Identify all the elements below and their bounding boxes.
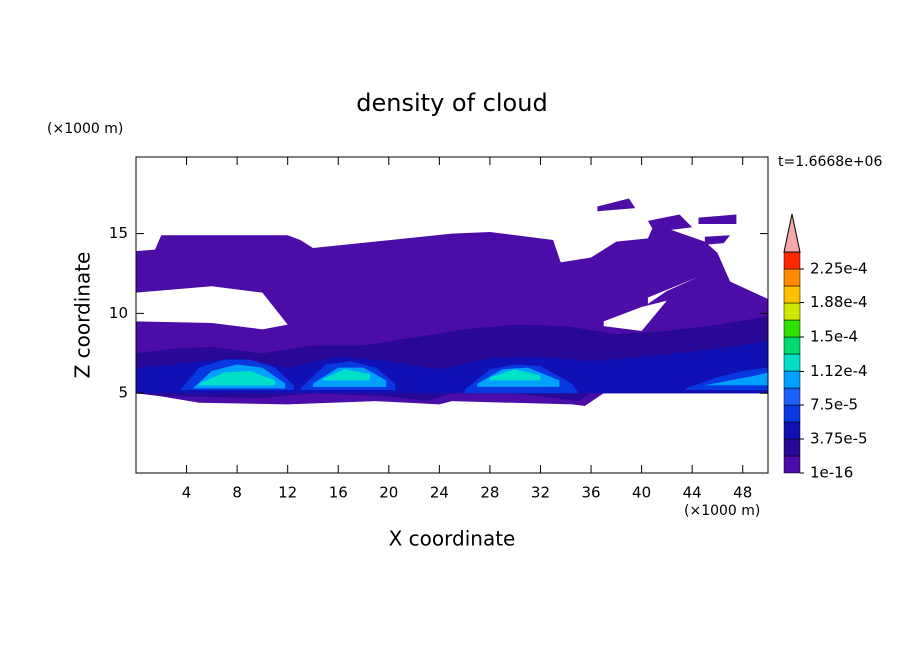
- colorbar-box: [783, 285, 801, 304]
- colorbar-extend: [783, 213, 801, 253]
- x-tick-label: 24: [430, 484, 449, 502]
- y-unit: (×1000 m): [47, 121, 123, 137]
- contour-region: [647, 214, 693, 233]
- plot-frame: [135, 156, 769, 474]
- colorbar-label: 1.5e-4: [810, 328, 858, 346]
- colorbar-box: [783, 404, 801, 423]
- colorbar-label: 1e-16: [810, 464, 853, 482]
- x-unit: (×1000 m): [684, 503, 760, 519]
- colorbar-label: 3.75e-5: [810, 430, 868, 448]
- x-tick-label: 12: [278, 484, 297, 502]
- colorbar-box: [783, 421, 801, 440]
- contour-fill: [136, 198, 768, 406]
- x-tick-label: 32: [531, 484, 550, 502]
- colorbar-label: 1.88e-4: [810, 293, 868, 311]
- y-axis-title: Z coordinate: [71, 252, 95, 379]
- colorbar-box: [783, 302, 801, 321]
- colorbar-box: [783, 455, 801, 474]
- x-tick-label: 28: [480, 484, 499, 502]
- contour-region: [199, 370, 276, 386]
- x-tick-label: 40: [632, 484, 651, 502]
- colorbar-label: 2.25e-4: [810, 260, 868, 278]
- x-tick-label: 20: [379, 484, 398, 502]
- contour-region: [323, 369, 370, 381]
- x-tick-label: 36: [581, 484, 600, 502]
- y-tick-label: 5: [118, 384, 128, 402]
- colorbar-label: 7.5e-5: [810, 396, 858, 414]
- contour-region: [704, 372, 768, 386]
- colorbar-label: 1.12e-4: [810, 362, 868, 380]
- x-tick-label: 16: [329, 484, 348, 502]
- x-tick-label: 48: [733, 484, 752, 502]
- colorbar-box: [783, 438, 801, 457]
- colorbar-box: [783, 319, 801, 338]
- x-tick-label: 4: [182, 484, 192, 502]
- chart-title: density of cloud: [356, 89, 547, 117]
- x-axis-title: X coordinate: [389, 527, 516, 551]
- y-tick-label: 15: [109, 224, 128, 242]
- contour-region: [597, 198, 636, 212]
- contour-region: [136, 340, 768, 394]
- time-label: t=1.6668e+06: [778, 154, 882, 170]
- contour-region: [489, 369, 541, 381]
- x-tick-label: 8: [232, 484, 242, 502]
- x-tick-label: 44: [683, 484, 702, 502]
- colorbar-box: [783, 387, 801, 406]
- colorbar-box: [783, 336, 801, 355]
- colorbar-box: [783, 353, 801, 372]
- contour-region: [698, 214, 737, 225]
- y-tick-label: 10: [109, 304, 128, 322]
- colorbar-box: [783, 268, 801, 287]
- colorbar-box: [783, 370, 801, 389]
- colorbar-box: [783, 251, 801, 270]
- contour-region: [704, 235, 731, 245]
